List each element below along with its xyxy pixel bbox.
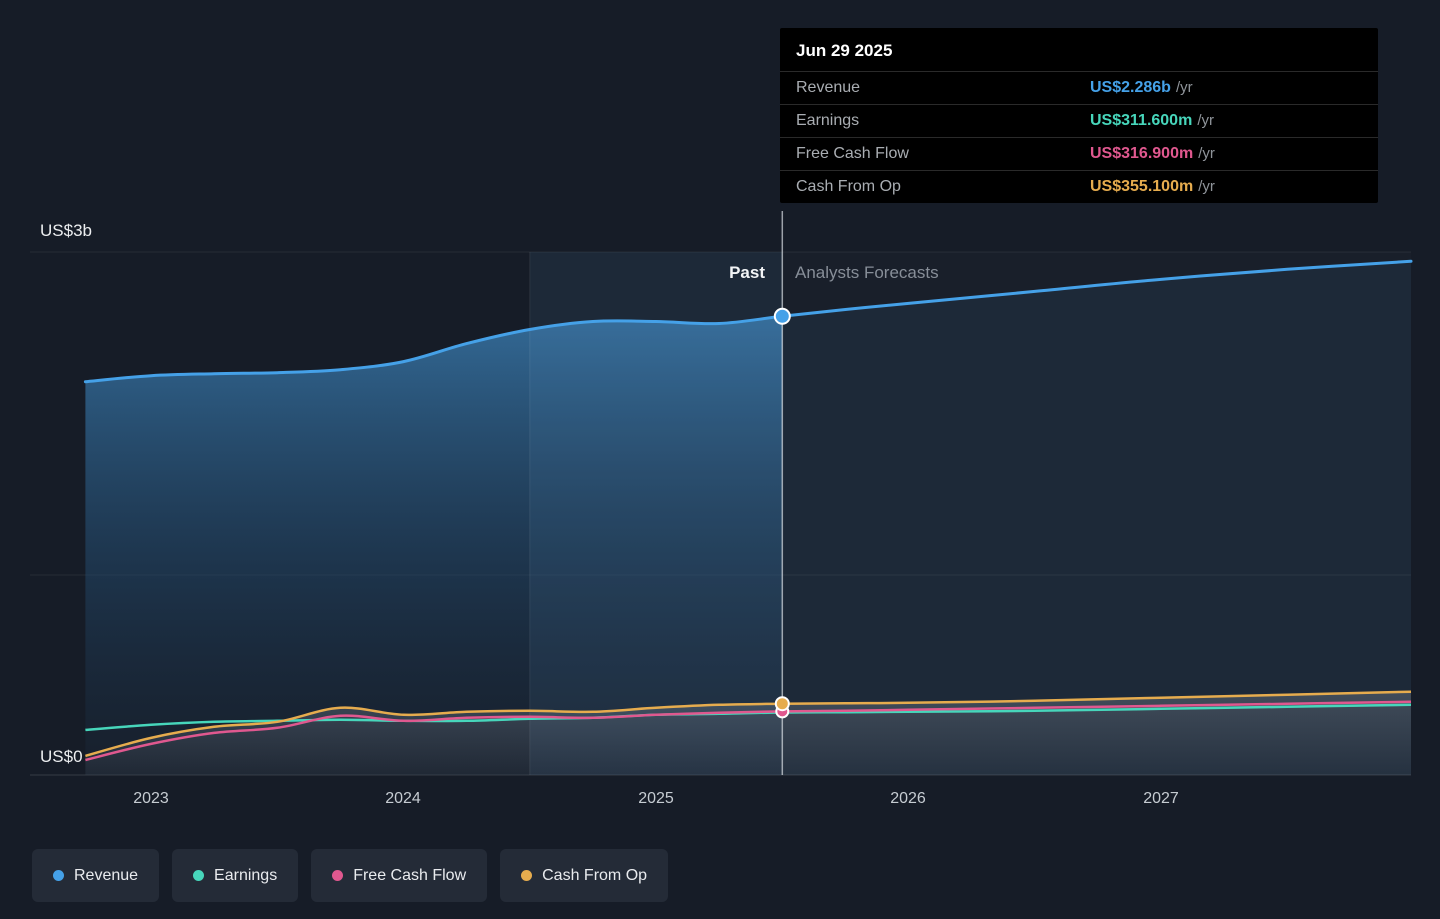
- cash-from-op-line: [85, 690, 1412, 758]
- tooltip-row-label: Cash From Op: [796, 178, 901, 195]
- tooltip-row-suffix: /yr: [1197, 112, 1214, 129]
- tooltip-row-value: US$316.900m: [1090, 145, 1194, 162]
- x-tick-2027: 2027: [1143, 790, 1179, 807]
- legend-label: Cash From Op: [542, 866, 648, 884]
- forecasts-label: Analysts Forecasts: [795, 263, 939, 282]
- tooltip-row-suffix: /yr: [1175, 79, 1193, 96]
- x-tick-2025: 2025: [638, 790, 674, 807]
- tooltip-row-suffix: /yr: [1198, 145, 1215, 162]
- tooltip-row-value: US$2.286b: [1090, 79, 1171, 96]
- legend-label: Earnings: [214, 866, 278, 884]
- revenue-dot-icon: [53, 870, 64, 881]
- tooltip-row-cash-from-op: Cash From Op US$355.100m /yr: [780, 170, 1378, 203]
- legend-item-free-cash-flow[interactable]: Free Cash Flow: [311, 849, 488, 902]
- revenue-line: [83, 259, 1413, 384]
- chart-legend: Revenue Earnings Free Cash Flow Cash Fro…: [32, 849, 669, 902]
- tooltip-row-earnings: Earnings US$311.600m /yr: [780, 104, 1378, 137]
- legend-item-revenue[interactable]: Revenue: [32, 849, 160, 902]
- tooltip-row-label: Free Cash Flow: [796, 145, 909, 162]
- y-axis-label-bottom: US$0: [40, 747, 83, 766]
- y-axis-label-top: US$3b: [40, 221, 92, 240]
- tooltip-row-free-cash-flow: Free Cash Flow US$316.900m /yr: [780, 137, 1378, 170]
- legend-label: Revenue: [74, 866, 139, 884]
- past-label: Past: [729, 263, 765, 282]
- tooltip-row-suffix: /yr: [1198, 178, 1215, 195]
- cash-from-op-area: [85, 691, 1411, 775]
- free-cash-flow-line: [85, 700, 1412, 762]
- hover-band: [529, 252, 783, 775]
- tooltip-row-label: Revenue: [796, 79, 861, 96]
- tooltip-row-revenue: Revenue US$2.286b /yr: [780, 71, 1378, 104]
- cash-from-op-dot-icon: [521, 870, 533, 881]
- free-cash-flow-dot-icon: [332, 870, 344, 881]
- legend-label: Free Cash Flow: [353, 866, 467, 884]
- cash-from-op-marker: [774, 696, 790, 712]
- tooltip-date: Jun 29 2025: [796, 41, 893, 60]
- x-tick-2024: 2024: [385, 790, 421, 807]
- legend-item-earnings[interactable]: Earnings: [172, 849, 299, 902]
- revenue-marker: [773, 307, 791, 325]
- revenue-area-past: [85, 316, 783, 775]
- legend-item-cash-from-op[interactable]: Cash From Op: [500, 849, 669, 902]
- tooltip-row-value: US$355.100m: [1090, 178, 1194, 195]
- earnings-dot-icon: [193, 870, 205, 881]
- revenue-area-forecast: [782, 261, 1411, 775]
- x-tick-2023: 2023: [133, 790, 169, 807]
- tooltip-row-label: Earnings: [796, 112, 860, 129]
- tooltip-row-value: US$311.600m: [1090, 112, 1193, 129]
- chart-tooltip: Jun 29 2025 Revenue US$2.286b /yr Earnin…: [780, 28, 1378, 203]
- x-tick-2026: 2026: [890, 790, 926, 807]
